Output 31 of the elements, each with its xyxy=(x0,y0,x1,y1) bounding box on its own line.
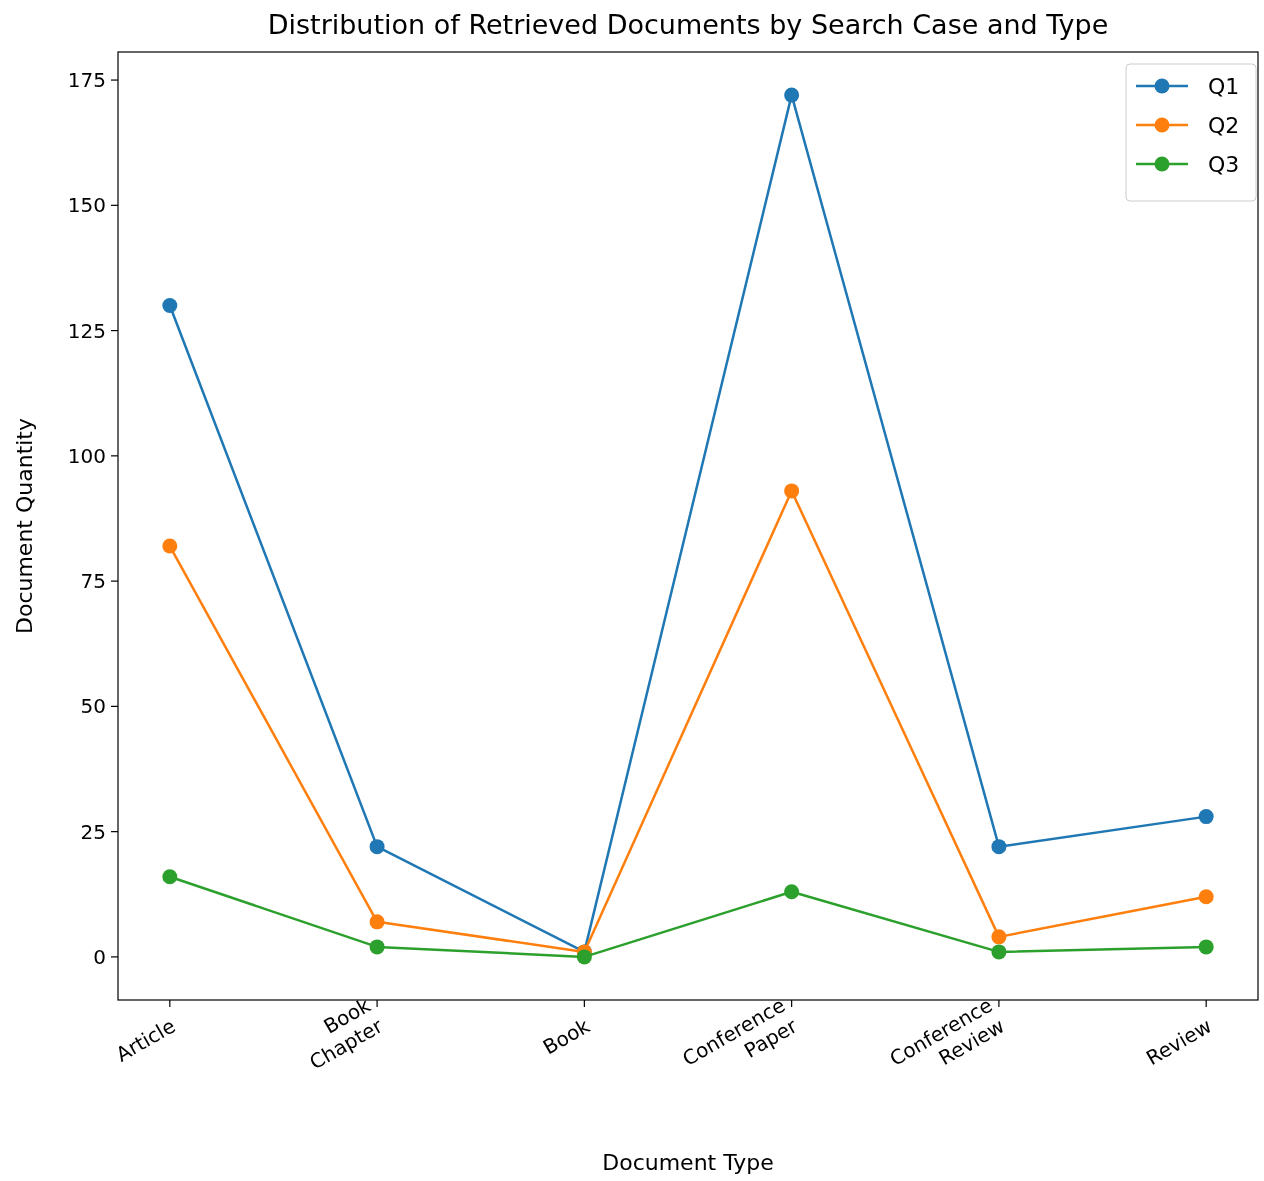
point xyxy=(162,298,178,314)
point xyxy=(369,914,385,930)
y-tick-label: 25 xyxy=(80,819,106,844)
legend-label: Q3 xyxy=(1208,151,1240,177)
point xyxy=(784,87,800,103)
point xyxy=(1198,889,1214,905)
point xyxy=(576,949,592,965)
point xyxy=(991,839,1007,855)
point xyxy=(1198,939,1214,955)
point xyxy=(784,483,800,499)
point xyxy=(162,538,178,554)
x-tick-label: Book xyxy=(538,1013,595,1060)
y-axis-title: Document Quantity xyxy=(12,417,37,635)
x-axis-title: Document Type xyxy=(602,1150,774,1175)
y-tick-label: 0 xyxy=(93,944,106,969)
y-tick-label: 50 xyxy=(80,694,106,719)
point xyxy=(162,869,178,885)
point xyxy=(369,839,385,855)
chart-title: Distribution of Retrieved Documents by Search Case and Type xyxy=(267,9,1109,40)
point xyxy=(369,939,385,955)
legend-label: Q2 xyxy=(1208,112,1240,138)
y-tick-label: 125 xyxy=(67,318,106,343)
legend-label: Q1 xyxy=(1208,73,1240,99)
y-tick-label: 175 xyxy=(67,68,106,93)
point xyxy=(991,929,1007,945)
y-tick-label: 150 xyxy=(67,193,106,218)
point xyxy=(991,944,1007,960)
point xyxy=(1198,809,1214,825)
point xyxy=(784,884,800,900)
y-tick-label: 75 xyxy=(80,569,106,594)
y-tick-label: 100 xyxy=(67,443,106,468)
